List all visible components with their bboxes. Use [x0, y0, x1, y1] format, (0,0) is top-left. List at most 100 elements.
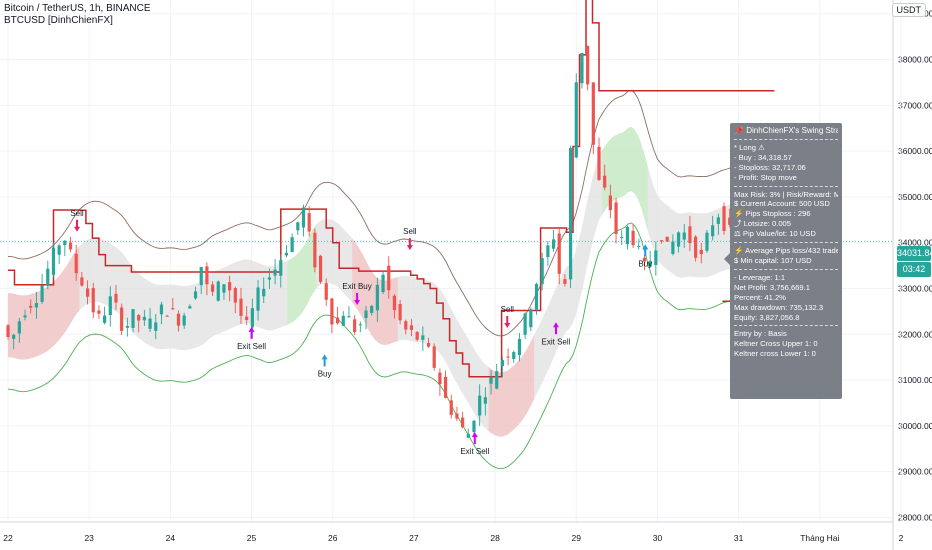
- candle-body: [120, 307, 124, 331]
- sell-arrow-icon: [504, 315, 511, 328]
- stats-block: ⚡ Average Pips loss/432 trades : 32 $ Mi…: [734, 246, 838, 266]
- panel-line: Max drawdown: 735,132.3: [734, 302, 824, 312]
- position-block: * Long ⚠ - Buy : 34,318.57 - Stoploss: 3…: [734, 143, 838, 183]
- candle-body: [245, 316, 249, 320]
- candle-body: [517, 339, 522, 356]
- panel-line: Net Profit: 3,756,669.1: [734, 282, 810, 292]
- x-tick-label: 23: [84, 533, 94, 543]
- candles: [6, 45, 777, 438]
- candle-body: [74, 253, 78, 274]
- exit-arrow-icon: [354, 293, 361, 306]
- candle-body: [364, 310, 368, 318]
- candle-body: [551, 239, 556, 249]
- candle-body: [91, 288, 95, 313]
- candle-body: [608, 195, 612, 211]
- candle-body: [637, 246, 641, 248]
- candle-body: [432, 346, 436, 368]
- candle-body: [125, 325, 129, 328]
- lower-band-line: [7, 222, 778, 470]
- candle-body: [273, 269, 277, 276]
- candle-body: [415, 332, 419, 340]
- candle-body: [176, 313, 181, 326]
- candle-body: [137, 315, 141, 321]
- candle-body: [728, 217, 732, 225]
- candle-body: [563, 279, 567, 284]
- candle-body: [182, 315, 186, 326]
- y-tick-label: 32000.00: [898, 329, 932, 339]
- candle-body: [665, 236, 669, 242]
- y-tick-label: 37000.00: [898, 100, 932, 110]
- candle-body: [347, 316, 351, 318]
- last-price-tag: 34031.84: [897, 246, 932, 261]
- candle-body: [546, 245, 550, 258]
- candle-body: [222, 284, 226, 293]
- panel-line: Keltner cross Lower 1: 0: [734, 349, 816, 359]
- panel-line: ⤴ Lotsize: 0.005: [734, 219, 791, 229]
- upper-band-line: [7, 89, 778, 337]
- candle-body: [108, 296, 112, 316]
- strategy-panel: 📌 DinhChienFX's Swing Strategy * Long ⚠ …: [730, 123, 842, 399]
- candle-body: [188, 306, 192, 309]
- y-tick-label: 34000.00: [898, 238, 932, 248]
- y-tick-label: 29000.00: [898, 467, 932, 477]
- candle-body: [421, 335, 425, 340]
- panel-title: 📌 DinhChienFX's Swing Strategy: [734, 126, 838, 136]
- candle-body: [210, 284, 215, 292]
- candle-body: [267, 277, 272, 280]
- candle-body: [85, 288, 90, 297]
- candle-body: [404, 321, 408, 330]
- x-tick-label: 29: [572, 533, 582, 543]
- candle-body: [51, 247, 56, 275]
- candle-body: [330, 298, 334, 325]
- band-zone: [8, 246, 80, 360]
- candle-body: [159, 304, 164, 315]
- candle-body: [324, 283, 328, 300]
- candle-body: [489, 376, 493, 384]
- signal-label: Exit Sell: [542, 337, 571, 346]
- candle-body: [523, 313, 527, 335]
- candle-body: [40, 285, 44, 302]
- panel-line: - Buy : 34,318.57: [734, 152, 792, 162]
- candle-body: [358, 324, 362, 326]
- candle-body: [568, 148, 573, 280]
- sell-arrow-icon: [74, 219, 81, 232]
- panel-line: Entry by : Basis: [734, 329, 787, 339]
- candle-body: [472, 420, 476, 432]
- candle-body: [296, 222, 300, 231]
- candle-body: [597, 146, 601, 180]
- indicator-title: BTCUSD [DinhChienFX]: [4, 15, 113, 26]
- x-tick-label: 26: [328, 533, 338, 543]
- candle-body: [409, 325, 414, 330]
- x-tick-label: 30: [653, 533, 663, 543]
- signal-label: Sell: [70, 209, 84, 218]
- y-tick-label: 35000.00: [898, 192, 932, 202]
- divider: [734, 138, 838, 140]
- band-zone: [602, 126, 648, 231]
- candle-body: [478, 395, 482, 416]
- candle-body: [63, 240, 67, 246]
- y-tick-label: 31000.00: [898, 375, 932, 385]
- candle-body: [534, 283, 539, 310]
- y-tick-label: 36000.00: [898, 146, 932, 156]
- candle-body: [642, 257, 647, 262]
- currency-button[interactable]: USDT: [891, 3, 926, 17]
- symbol-title: Bitcoin / TetherUS, 1h, BINANCE: [4, 3, 151, 14]
- candle-body: [716, 217, 720, 224]
- panel-line: * Long ⚠: [734, 142, 765, 152]
- exit-arrow-icon: [471, 432, 478, 445]
- signal-label: Exit Buy: [342, 282, 371, 291]
- candle-body: [335, 317, 340, 324]
- candle-body: [341, 315, 345, 326]
- candle-body: [171, 308, 175, 310]
- candle-body: [540, 258, 544, 285]
- panel-line: Percent: 41.2%: [734, 292, 786, 302]
- candle-body: [483, 397, 487, 404]
- candle-body: [705, 232, 709, 251]
- candle-body: [586, 45, 590, 85]
- exit-arrow-icon: [552, 322, 559, 335]
- band-zone: [352, 238, 398, 345]
- candle-body: [290, 237, 294, 253]
- band-zone: [488, 335, 535, 437]
- candle-body: [466, 434, 470, 438]
